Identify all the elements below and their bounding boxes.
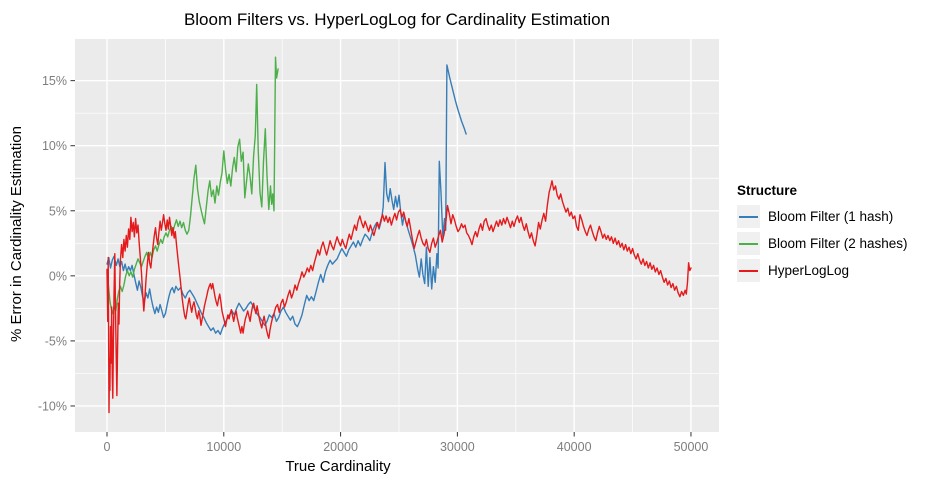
plot-panel: [75, 39, 719, 432]
legend-label: HyperLogLog: [768, 263, 850, 278]
line-swatch-icon: [739, 242, 758, 245]
y-axis-title: % Error in Cardinality Estimation: [8, 126, 25, 342]
tick-marks: [70, 80, 692, 437]
y-tick-label: -5%: [45, 334, 67, 348]
legend-item: Bloom Filter (1 hash): [737, 205, 908, 228]
legend-title: Structure: [737, 183, 798, 198]
major-gridlines: [75, 39, 719, 432]
legend-label: Bloom Filter (1 hash): [768, 209, 894, 224]
x-tick-label: 40000: [557, 440, 592, 454]
x-tick-label: 30000: [440, 440, 475, 454]
legend: Structure Bloom Filter (1 hash) Bloom Fi…: [737, 183, 908, 286]
legend-item: Bloom Filter (2 hashes): [737, 232, 908, 255]
legend-key: [737, 232, 760, 255]
series-line-bloom-filter-1-hash: [106, 64, 467, 336]
legend-item: HyperLogLog: [737, 259, 908, 282]
y-tick-label: 0%: [49, 269, 67, 283]
legend-key: [737, 259, 760, 282]
y-tick-label: 10%: [42, 139, 67, 153]
x-tick-label: 50000: [674, 440, 709, 454]
legend-label: Bloom Filter (2 hashes): [768, 236, 908, 251]
line-swatch-icon: [739, 215, 758, 218]
series-line-hyperloglog: [106, 180, 692, 414]
series-line-bloom-filter-2-hashes: [106, 56, 279, 315]
y-tick-label: -10%: [38, 399, 67, 413]
x-tick-label: 20000: [323, 440, 358, 454]
y-tick-label: 5%: [49, 204, 67, 218]
x-tick-label: 0: [104, 440, 111, 454]
minor-gridlines: [75, 39, 719, 432]
line-swatch-icon: [739, 269, 758, 272]
chart-title: Bloom Filters vs. HyperLogLog for Cardin…: [183, 10, 611, 29]
x-axis-title: True Cardinality: [285, 458, 391, 475]
x-tick-label: 10000: [206, 440, 241, 454]
series-lines: [106, 56, 692, 414]
tick-labels: 0 10000 20000 30000 40000 50000 -10% -5% 0% 5% 10%…: [38, 74, 709, 454]
legend-key: [737, 205, 760, 228]
y-tick-label: 15%: [42, 74, 67, 88]
